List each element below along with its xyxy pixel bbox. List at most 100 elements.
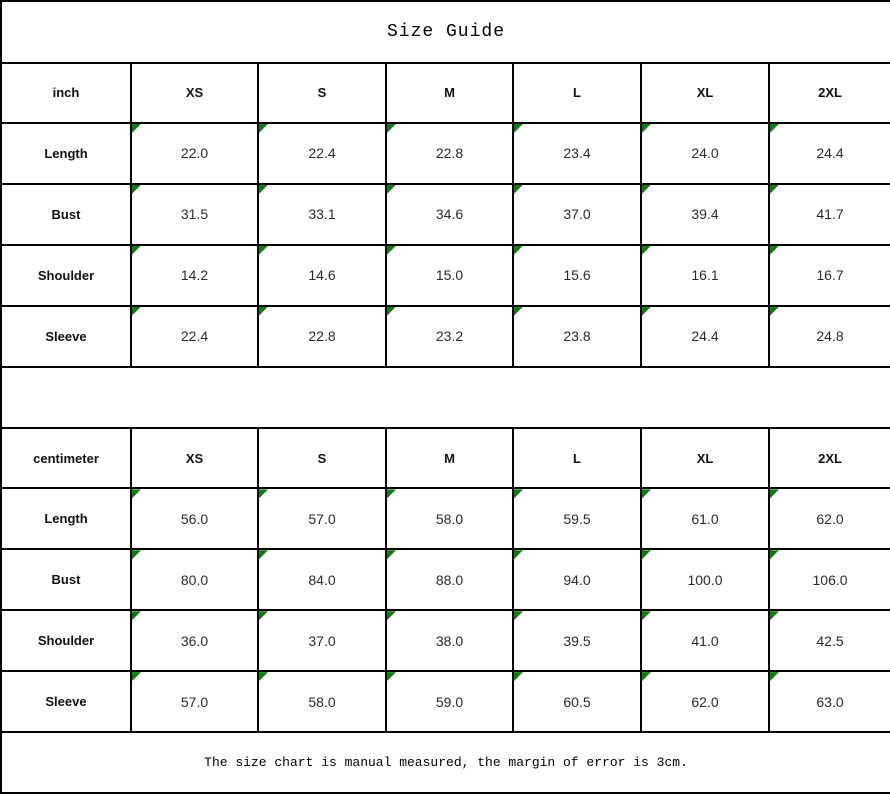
value-cell: 24.8: [767, 304, 890, 368]
value-cell: 23.8: [512, 304, 642, 368]
value-cell: 58.0: [385, 487, 514, 551]
green-triangle-icon: [642, 245, 651, 255]
row-label-length: Length: [0, 121, 132, 185]
value-text: 24.0: [691, 145, 719, 162]
green-triangle-icon: [132, 611, 141, 621]
value-cell: 15.0: [385, 243, 514, 307]
cm-length-row: Length 56.0 57.0 58.0 59.5 61.0 62.0: [0, 487, 890, 551]
green-triangle-icon: [770, 611, 779, 621]
footer-row: The size chart is manual measured, the m…: [0, 731, 890, 794]
value-cell: 38.0: [385, 609, 514, 673]
value-cell: 22.4: [257, 121, 387, 185]
value-text: 16.1: [691, 267, 719, 284]
green-triangle-icon: [514, 123, 523, 133]
green-triangle-icon: [514, 550, 523, 560]
green-triangle-icon: [770, 245, 779, 255]
green-triangle-icon: [770, 489, 779, 499]
inch-length-row: Length 22.0 22.4 22.8 23.4 24.0 24.4: [0, 121, 890, 185]
value-cell: 84.0: [257, 548, 387, 612]
value-cell: 106.0: [767, 548, 890, 612]
value-text: 22.8: [308, 328, 336, 345]
section-spacer-row: [0, 365, 890, 430]
value-text: 37.0: [563, 206, 591, 223]
value-text: 23.8: [563, 328, 591, 345]
row-label-bust: Bust: [0, 548, 132, 612]
value-text: 100.0: [687, 571, 723, 588]
value-cell: 36.0: [130, 609, 259, 673]
value-cell: 63.0: [767, 670, 890, 734]
value-text: 22.8: [435, 145, 464, 162]
value-cell: 39.4: [640, 182, 770, 246]
value-cell: 62.0: [767, 487, 890, 551]
value-cell: 22.8: [257, 304, 387, 368]
value-cell: 22.4: [130, 304, 259, 368]
value-text: 62.0: [691, 693, 719, 710]
value-text: 63.0: [816, 693, 844, 710]
value-cell: 24.0: [640, 121, 770, 185]
value-text: 24.8: [816, 328, 844, 345]
value-text: 59.0: [435, 693, 464, 710]
value-text: 80.0: [180, 571, 209, 588]
green-triangle-icon: [387, 550, 396, 560]
size-header-2xl: 2XL: [767, 61, 890, 124]
green-triangle-icon: [642, 123, 651, 133]
green-triangle-icon: [259, 245, 268, 255]
value-cell: 37.0: [257, 609, 387, 673]
value-text: 22.4: [180, 328, 209, 345]
value-text: 31.5: [180, 206, 209, 223]
value-text: 15.6: [563, 267, 591, 284]
value-cell: 57.0: [130, 670, 259, 734]
green-triangle-icon: [514, 672, 523, 682]
value-text: 39.4: [691, 206, 719, 223]
size-header-m: M: [385, 61, 514, 124]
inch-sleeve-row: Sleeve 22.4 22.8 23.2 23.8 24.4 24.8: [0, 304, 890, 368]
unit-header-inch: inch: [0, 61, 132, 124]
size-header-m: M: [385, 427, 514, 490]
value-cell: 60.5: [512, 670, 642, 734]
green-triangle-icon: [132, 672, 141, 682]
inch-shoulder-row: Shoulder 14.2 14.6 15.0 15.6 16.1 16.7: [0, 243, 890, 307]
value-cell: 14.6: [257, 243, 387, 307]
value-text: 57.0: [180, 693, 209, 710]
green-triangle-icon: [259, 123, 268, 133]
green-triangle-icon: [514, 184, 523, 194]
value-cell: 15.6: [512, 243, 642, 307]
value-cell: 33.1: [257, 182, 387, 246]
value-text: 15.0: [435, 267, 464, 284]
green-triangle-icon: [259, 550, 268, 560]
green-triangle-icon: [387, 672, 396, 682]
value-cell: 62.0: [640, 670, 770, 734]
green-triangle-icon: [514, 611, 523, 621]
page-title: Size Guide: [0, 0, 890, 64]
green-triangle-icon: [770, 306, 779, 316]
value-cell: 34.6: [385, 182, 514, 246]
value-text: 60.5: [563, 693, 591, 710]
value-text: 62.0: [816, 510, 844, 527]
value-cell: 23.2: [385, 304, 514, 368]
green-triangle-icon: [259, 489, 268, 499]
value-cell: 16.1: [640, 243, 770, 307]
cm-bust-row: Bust 80.0 84.0 88.0 94.0 100.0 106.0: [0, 548, 890, 612]
green-triangle-icon: [642, 550, 651, 560]
value-text: 22.0: [180, 145, 209, 162]
title-row: Size Guide: [0, 0, 890, 64]
row-label-bust: Bust: [0, 182, 132, 246]
size-header-2xl: 2XL: [767, 427, 890, 490]
value-text: 58.0: [308, 693, 336, 710]
green-triangle-icon: [770, 184, 779, 194]
value-text: 58.0: [435, 510, 464, 527]
value-cell: 31.5: [130, 182, 259, 246]
value-text: 38.0: [435, 632, 464, 649]
row-label-sleeve: Sleeve: [0, 670, 132, 734]
value-text: 106.0: [812, 571, 848, 588]
green-triangle-icon: [642, 184, 651, 194]
value-cell: 59.5: [512, 487, 642, 551]
value-cell: 41.7: [767, 182, 890, 246]
cm-sleeve-row: Sleeve 57.0 58.0 59.0 60.5 62.0 63.0: [0, 670, 890, 734]
centimeter-header-row: centimeter XS S M L XL 2XL: [0, 427, 890, 490]
green-triangle-icon: [642, 306, 651, 316]
green-triangle-icon: [259, 672, 268, 682]
green-triangle-icon: [132, 245, 141, 255]
green-triangle-icon: [387, 245, 396, 255]
